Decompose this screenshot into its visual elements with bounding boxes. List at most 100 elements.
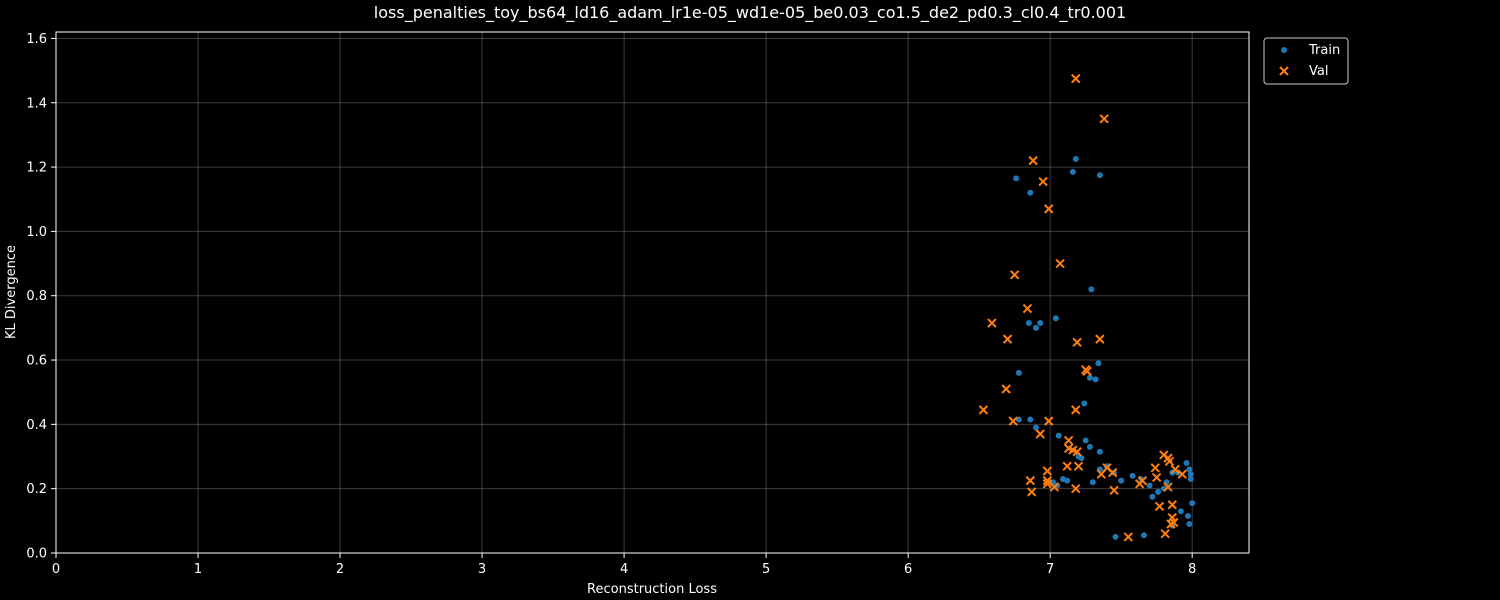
val-point: [1167, 500, 1178, 510]
val-point: [1035, 429, 1045, 439]
val-point: [1072, 446, 1082, 457]
train-point: [1081, 400, 1088, 407]
x-tick-label: 2: [336, 562, 344, 577]
val-point: [1008, 416, 1018, 426]
train-point: [1064, 477, 1071, 484]
val-point: [1038, 176, 1048, 187]
train-point: [1112, 533, 1119, 540]
train-point: [1186, 521, 1193, 528]
train-point: [1184, 513, 1191, 520]
val-point: [1107, 467, 1118, 478]
train-point: [1129, 472, 1136, 479]
val-point: [1071, 73, 1081, 84]
plot-frame: [55, 31, 1250, 554]
y-tick-label: 1.6: [26, 32, 47, 47]
val-point: [1137, 475, 1148, 486]
train-point: [1052, 315, 1059, 322]
val-point: [1009, 270, 1020, 280]
val-point: [987, 318, 997, 328]
val-point: [1164, 456, 1175, 467]
y-tick-label: 0.8: [26, 289, 47, 304]
train-point: [1037, 320, 1044, 327]
train-point: [1015, 369, 1022, 376]
legend: Train Val: [1263, 37, 1349, 85]
y-tick-label: 1.2: [26, 161, 47, 176]
train-point: [1086, 443, 1093, 450]
val-point: [1150, 463, 1160, 473]
train-point: [1069, 168, 1076, 175]
train-point: [1111, 469, 1118, 476]
y-tick-label: 1.0: [26, 225, 47, 240]
legend-val-label: Val: [1309, 64, 1328, 79]
val-point: [1042, 466, 1053, 476]
train-point: [1187, 471, 1194, 478]
train-point: [1096, 172, 1103, 179]
y-tick-label: 1.4: [26, 96, 47, 111]
val-point: [1026, 487, 1037, 497]
val-point: [1044, 416, 1054, 426]
train-point: [1013, 175, 1020, 182]
train-point: [1155, 488, 1162, 495]
legend-train-label: Train: [1308, 43, 1340, 58]
train-point: [1146, 482, 1153, 489]
train-point: [1177, 508, 1184, 515]
train-point: [1096, 448, 1103, 455]
x-tick-label: 6: [904, 562, 912, 577]
val-point: [978, 405, 989, 415]
val-point: [1082, 366, 1092, 377]
val-point: [1099, 114, 1109, 124]
val-point: [1062, 461, 1072, 471]
val-point: [1022, 303, 1033, 314]
train-point: [1118, 477, 1125, 484]
val-point: [1042, 475, 1053, 486]
x-axis-ticks: 0 1 2 3 4 5 6 7 8: [52, 553, 1196, 577]
val-point: [1071, 405, 1081, 415]
val-point: [1049, 482, 1060, 492]
train-point: [1055, 432, 1062, 439]
x-axis-title: Reconstruction Loss: [587, 582, 717, 597]
val-point: [1001, 384, 1011, 394]
x-tick-label: 8: [1188, 562, 1196, 577]
val-point: [1042, 479, 1053, 489]
val-point: [1044, 204, 1054, 214]
train-point: [1088, 286, 1095, 293]
val-point: [1063, 443, 1074, 454]
chart-title: loss_penalties_toy_bs64_ld16_adam_lr1e-0…: [374, 3, 1126, 23]
y-tick-label: 0.4: [26, 418, 47, 433]
x-tick-label: 1: [194, 562, 202, 577]
val-point: [1002, 334, 1013, 344]
x-tick-label: 3: [478, 562, 486, 577]
train-point: [1140, 532, 1147, 539]
train-point: [1078, 455, 1085, 462]
train-point: [1072, 156, 1079, 163]
val-point: [1025, 475, 1035, 486]
val-point: [1123, 532, 1133, 542]
y-tick-label: 0.6: [26, 354, 47, 369]
y-axis-title: KL Divergence: [4, 245, 19, 339]
data-points: [978, 73, 1196, 542]
val-point: [1169, 517, 1179, 528]
x-tick-label: 5: [762, 562, 770, 577]
train-point: [1095, 360, 1102, 367]
val-point: [1055, 258, 1065, 269]
val-point: [1177, 469, 1187, 479]
train-point: [1032, 324, 1039, 331]
legend-train-marker: [1281, 47, 1287, 53]
y-tick-label: 0.2: [26, 482, 47, 497]
train-point: [1025, 320, 1032, 327]
val-point: [1109, 485, 1119, 495]
val-point: [1163, 482, 1173, 492]
val-point: [1151, 472, 1162, 483]
val-point: [1073, 461, 1084, 471]
x-tick-label: 7: [1046, 562, 1054, 577]
val-point: [1063, 435, 1074, 446]
legend-val-marker: [1279, 66, 1289, 76]
train-point: [1149, 493, 1156, 500]
train-point: [1027, 416, 1034, 423]
x-tick-label: 0: [52, 562, 60, 577]
y-axis-ticks: 0.0 0.2 0.4 0.6 0.8 1.0 1.2 1.4 1.6: [26, 32, 56, 562]
val-point: [1154, 501, 1165, 512]
train-point: [1089, 479, 1096, 486]
train-point: [1183, 459, 1190, 466]
